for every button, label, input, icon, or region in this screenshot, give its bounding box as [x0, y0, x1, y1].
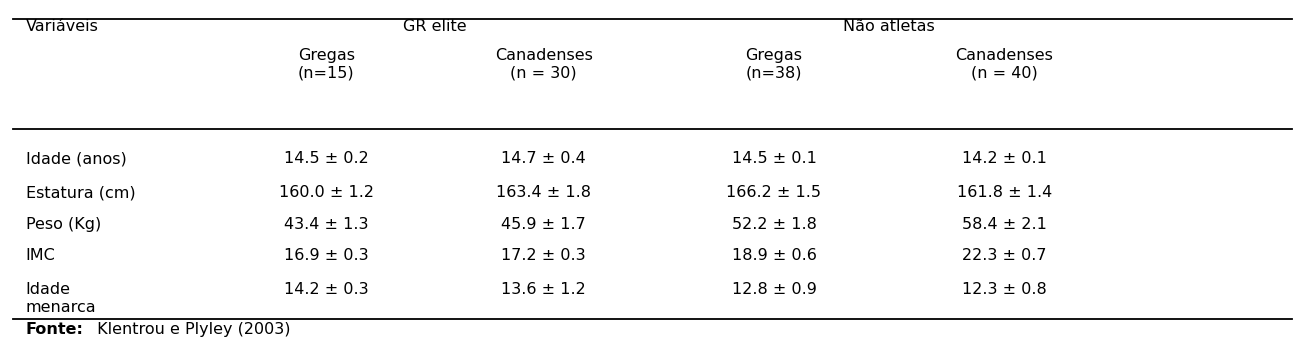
Text: Gregas
(n=38): Gregas (n=38): [745, 48, 803, 81]
Text: 163.4 ± 1.8: 163.4 ± 1.8: [496, 185, 591, 200]
Text: 14.7 ± 0.4: 14.7 ± 0.4: [501, 151, 586, 166]
Text: Estatura (cm): Estatura (cm): [26, 185, 136, 200]
Text: Variáveis: Variáveis: [26, 19, 99, 34]
Text: 13.6 ± 1.2: 13.6 ± 1.2: [501, 282, 586, 297]
Text: 16.9 ± 0.3: 16.9 ± 0.3: [284, 248, 369, 263]
Text: 12.8 ± 0.9: 12.8 ± 0.9: [732, 282, 817, 297]
Text: 17.2 ± 0.3: 17.2 ± 0.3: [501, 248, 586, 263]
Text: Idade
menarca: Idade menarca: [26, 282, 97, 315]
Text: 52.2 ± 1.8: 52.2 ± 1.8: [732, 217, 817, 233]
Text: 14.2 ± 0.3: 14.2 ± 0.3: [284, 282, 369, 297]
Text: 160.0 ± 1.2: 160.0 ± 1.2: [279, 185, 373, 200]
Text: 14.5 ± 0.2: 14.5 ± 0.2: [284, 151, 369, 166]
Text: GR elite: GR elite: [403, 19, 467, 34]
Text: Klentrou e Plyley (2003): Klentrou e Plyley (2003): [93, 322, 291, 337]
Text: Idade (anos): Idade (anos): [26, 151, 127, 166]
Text: 14.5 ± 0.1: 14.5 ± 0.1: [732, 151, 817, 166]
Text: 166.2 ± 1.5: 166.2 ± 1.5: [727, 185, 821, 200]
Text: 18.9 ± 0.6: 18.9 ± 0.6: [732, 248, 817, 263]
Text: Peso (Kg): Peso (Kg): [26, 217, 100, 233]
Text: 22.3 ± 0.7: 22.3 ± 0.7: [962, 248, 1047, 263]
Text: 161.8 ± 1.4: 161.8 ± 1.4: [957, 185, 1052, 200]
Text: 14.2 ± 0.1: 14.2 ± 0.1: [962, 151, 1047, 166]
Text: Não atletas: Não atletas: [843, 19, 934, 34]
Text: 58.4 ± 2.1: 58.4 ± 2.1: [962, 217, 1047, 233]
Text: 45.9 ± 1.7: 45.9 ± 1.7: [501, 217, 586, 233]
Text: 12.3 ± 0.8: 12.3 ± 0.8: [962, 282, 1047, 297]
Text: 43.4 ± 1.3: 43.4 ± 1.3: [284, 217, 368, 233]
Text: Canadenses
(n = 30): Canadenses (n = 30): [495, 48, 592, 81]
Text: Gregas
(n=15): Gregas (n=15): [298, 48, 355, 81]
Text: Fonte:: Fonte:: [26, 322, 84, 337]
Text: IMC: IMC: [26, 248, 56, 263]
Text: Canadenses
(n = 40): Canadenses (n = 40): [955, 48, 1053, 81]
